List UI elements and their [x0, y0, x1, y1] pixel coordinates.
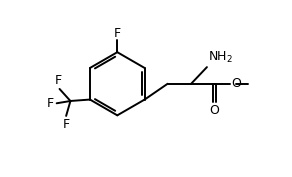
- Text: F: F: [55, 75, 62, 87]
- Text: F: F: [47, 97, 54, 110]
- Text: O: O: [210, 104, 220, 117]
- Text: F: F: [114, 27, 121, 40]
- Text: F: F: [62, 118, 70, 131]
- Text: O: O: [232, 77, 241, 90]
- Text: NH$_2$: NH$_2$: [208, 50, 233, 65]
